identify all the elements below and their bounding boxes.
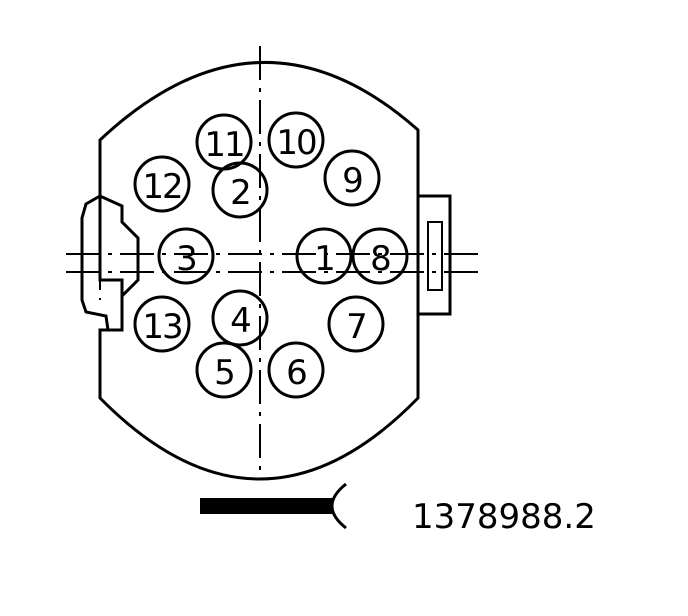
pin-13: 13 bbox=[133, 295, 191, 353]
pin-group: 1 2 3 4 5 6 7 8 bbox=[133, 111, 409, 399]
pin-5: 5 bbox=[195, 341, 253, 399]
pin-9: 9 bbox=[323, 149, 381, 207]
pin-4: 4 bbox=[211, 289, 269, 347]
pin-7: 7 bbox=[327, 295, 385, 353]
pin-3: 3 bbox=[157, 227, 215, 285]
cable-bar bbox=[200, 498, 332, 514]
pin-12-label: 12 bbox=[142, 167, 181, 207]
pin-4-label: 4 bbox=[230, 301, 250, 341]
reference-number: 1378988.2 bbox=[412, 497, 596, 537]
pin-7-label: 7 bbox=[346, 307, 366, 347]
pin-11: 11 bbox=[195, 113, 253, 171]
pin-10: 10 bbox=[267, 111, 325, 169]
connector-housing bbox=[98, 61, 420, 481]
pin-8: 8 bbox=[351, 227, 409, 285]
pin-5-label: 5 bbox=[214, 353, 234, 393]
pin-3-label: 3 bbox=[176, 239, 196, 279]
pin-1-label: 1 bbox=[314, 239, 334, 279]
left-latch bbox=[80, 194, 140, 332]
right-latch-inner bbox=[427, 221, 443, 291]
pin-12: 12 bbox=[133, 155, 191, 213]
pin-8-label: 8 bbox=[370, 239, 390, 279]
pin-6-label: 6 bbox=[286, 353, 306, 393]
pin-13-label: 13 bbox=[142, 307, 181, 347]
pin-6: 6 bbox=[267, 341, 325, 399]
pin-10-label: 10 bbox=[276, 123, 316, 163]
cable-bracket bbox=[330, 482, 347, 530]
pin-2: 2 bbox=[211, 161, 269, 219]
pin-9-label: 9 bbox=[342, 161, 362, 201]
pin-2-label: 2 bbox=[230, 173, 250, 213]
pin-1: 1 bbox=[295, 227, 353, 285]
pin-11-label: 11 bbox=[204, 125, 243, 165]
